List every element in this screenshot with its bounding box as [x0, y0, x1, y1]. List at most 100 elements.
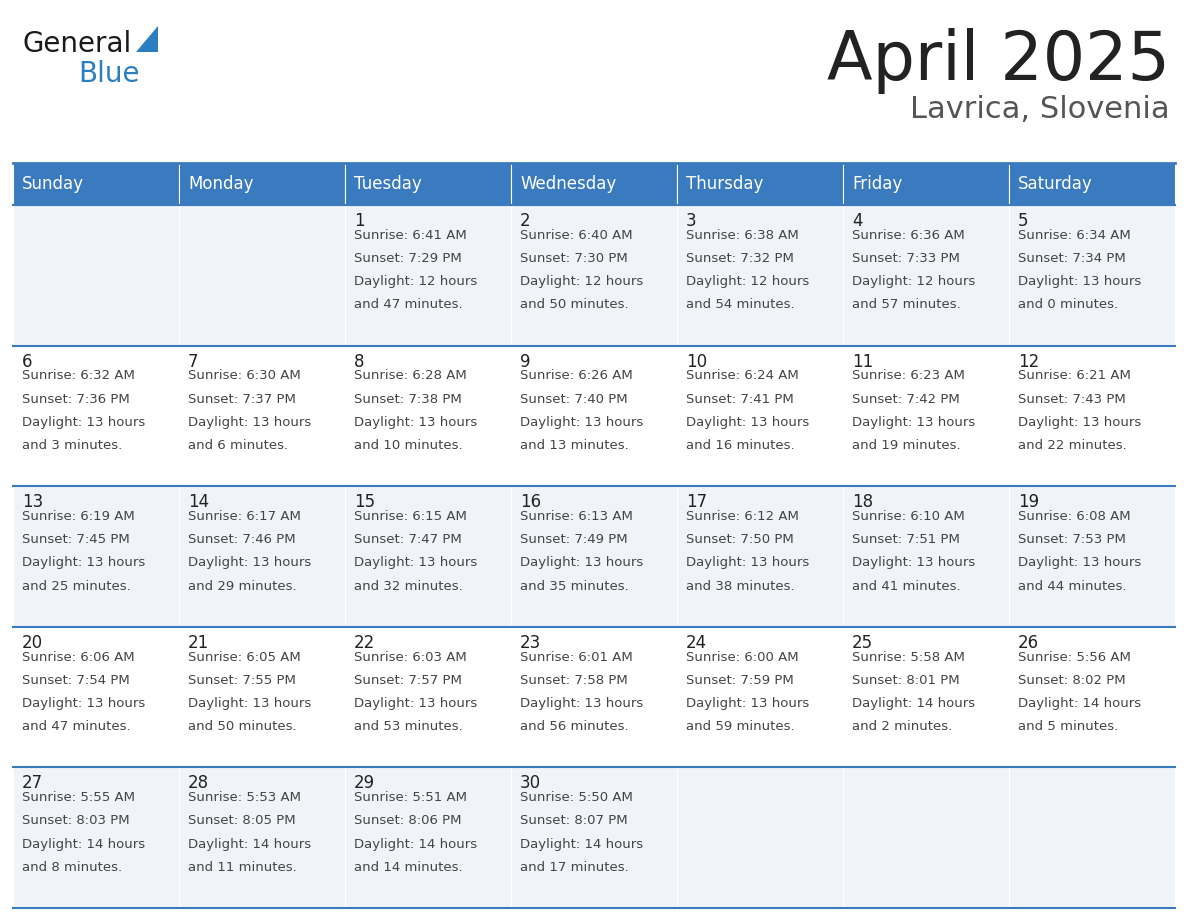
- Text: and 5 minutes.: and 5 minutes.: [1018, 721, 1118, 733]
- Text: Daylight: 13 hours: Daylight: 13 hours: [1018, 556, 1142, 569]
- Text: Daylight: 13 hours: Daylight: 13 hours: [852, 416, 975, 429]
- Text: Daylight: 13 hours: Daylight: 13 hours: [354, 416, 478, 429]
- Text: Daylight: 12 hours: Daylight: 12 hours: [520, 275, 643, 288]
- Text: 22: 22: [354, 633, 375, 652]
- Text: Monday: Monday: [188, 175, 253, 193]
- Text: and 13 minutes.: and 13 minutes.: [520, 439, 628, 452]
- Bar: [511, 767, 677, 908]
- Text: Sunrise: 6:34 AM: Sunrise: 6:34 AM: [1018, 229, 1131, 241]
- Text: Sunset: 7:53 PM: Sunset: 7:53 PM: [1018, 533, 1126, 546]
- Bar: [345, 487, 511, 627]
- Text: and 54 minutes.: and 54 minutes.: [685, 298, 795, 311]
- Bar: [13, 163, 179, 205]
- Text: Daylight: 14 hours: Daylight: 14 hours: [188, 837, 311, 851]
- Text: 27: 27: [23, 775, 43, 792]
- Text: and 16 minutes.: and 16 minutes.: [685, 439, 795, 452]
- Bar: [1009, 627, 1175, 767]
- Text: 20: 20: [23, 633, 43, 652]
- Bar: [1009, 487, 1175, 627]
- Bar: [179, 487, 345, 627]
- Bar: [843, 345, 1009, 487]
- Bar: [345, 345, 511, 487]
- Text: 17: 17: [685, 493, 707, 511]
- Text: Daylight: 13 hours: Daylight: 13 hours: [188, 697, 311, 710]
- Text: Sunset: 7:49 PM: Sunset: 7:49 PM: [520, 533, 627, 546]
- Text: Sunrise: 6:12 AM: Sunrise: 6:12 AM: [685, 510, 798, 523]
- Text: Sunrise: 6:32 AM: Sunrise: 6:32 AM: [23, 369, 135, 383]
- Text: and 41 minutes.: and 41 minutes.: [852, 579, 961, 593]
- Bar: [677, 163, 843, 205]
- Text: Daylight: 14 hours: Daylight: 14 hours: [852, 697, 975, 710]
- Text: Sunrise: 6:28 AM: Sunrise: 6:28 AM: [354, 369, 467, 383]
- Text: Daylight: 13 hours: Daylight: 13 hours: [23, 697, 145, 710]
- Bar: [179, 627, 345, 767]
- Text: 12: 12: [1018, 353, 1040, 371]
- Text: Friday: Friday: [852, 175, 902, 193]
- Text: Sunrise: 5:58 AM: Sunrise: 5:58 AM: [852, 651, 965, 664]
- Text: 8: 8: [354, 353, 365, 371]
- Text: and 44 minutes.: and 44 minutes.: [1018, 579, 1126, 593]
- Bar: [179, 767, 345, 908]
- Text: and 0 minutes.: and 0 minutes.: [1018, 298, 1118, 311]
- Bar: [13, 767, 179, 908]
- Text: Sunset: 7:40 PM: Sunset: 7:40 PM: [520, 393, 627, 406]
- Text: and 17 minutes.: and 17 minutes.: [520, 861, 628, 874]
- Text: Sunset: 8:07 PM: Sunset: 8:07 PM: [520, 814, 627, 827]
- Text: and 3 minutes.: and 3 minutes.: [23, 439, 122, 452]
- Bar: [511, 487, 677, 627]
- Bar: [1009, 163, 1175, 205]
- Text: Daylight: 13 hours: Daylight: 13 hours: [685, 416, 809, 429]
- Text: Daylight: 13 hours: Daylight: 13 hours: [1018, 275, 1142, 288]
- Text: and 29 minutes.: and 29 minutes.: [188, 579, 297, 593]
- Text: Sunset: 7:38 PM: Sunset: 7:38 PM: [354, 393, 462, 406]
- Bar: [1009, 767, 1175, 908]
- Text: Sunday: Sunday: [23, 175, 84, 193]
- Text: and 22 minutes.: and 22 minutes.: [1018, 439, 1126, 452]
- Text: 3: 3: [685, 212, 696, 230]
- Text: Daylight: 13 hours: Daylight: 13 hours: [852, 556, 975, 569]
- Text: Sunset: 8:01 PM: Sunset: 8:01 PM: [852, 674, 960, 687]
- Text: Sunset: 7:45 PM: Sunset: 7:45 PM: [23, 533, 129, 546]
- Text: Sunrise: 6:00 AM: Sunrise: 6:00 AM: [685, 651, 798, 664]
- Text: and 19 minutes.: and 19 minutes.: [852, 439, 961, 452]
- Text: Sunrise: 6:36 AM: Sunrise: 6:36 AM: [852, 229, 965, 241]
- Bar: [843, 767, 1009, 908]
- Text: 13: 13: [23, 493, 43, 511]
- Text: 18: 18: [852, 493, 873, 511]
- Bar: [1009, 345, 1175, 487]
- Text: Lavrica, Slovenia: Lavrica, Slovenia: [910, 95, 1170, 124]
- Text: Daylight: 13 hours: Daylight: 13 hours: [354, 556, 478, 569]
- Text: Sunrise: 6:17 AM: Sunrise: 6:17 AM: [188, 510, 301, 523]
- Bar: [677, 767, 843, 908]
- Bar: [345, 767, 511, 908]
- Text: Sunrise: 6:26 AM: Sunrise: 6:26 AM: [520, 369, 633, 383]
- Text: Daylight: 13 hours: Daylight: 13 hours: [520, 697, 643, 710]
- Bar: [843, 163, 1009, 205]
- Text: Sunset: 7:36 PM: Sunset: 7:36 PM: [23, 393, 129, 406]
- Text: Sunrise: 6:23 AM: Sunrise: 6:23 AM: [852, 369, 965, 383]
- Text: Daylight: 13 hours: Daylight: 13 hours: [188, 416, 311, 429]
- Text: Sunset: 7:50 PM: Sunset: 7:50 PM: [685, 533, 794, 546]
- Text: Sunset: 8:06 PM: Sunset: 8:06 PM: [354, 814, 461, 827]
- Text: Sunset: 8:02 PM: Sunset: 8:02 PM: [1018, 674, 1125, 687]
- Text: Sunrise: 6:19 AM: Sunrise: 6:19 AM: [23, 510, 134, 523]
- Text: Sunset: 7:54 PM: Sunset: 7:54 PM: [23, 674, 129, 687]
- Text: and 50 minutes.: and 50 minutes.: [188, 721, 297, 733]
- Bar: [677, 487, 843, 627]
- Bar: [179, 163, 345, 205]
- Text: and 47 minutes.: and 47 minutes.: [354, 298, 462, 311]
- Text: Blue: Blue: [78, 60, 139, 88]
- Text: 14: 14: [188, 493, 209, 511]
- Text: and 47 minutes.: and 47 minutes.: [23, 721, 131, 733]
- Text: and 56 minutes.: and 56 minutes.: [520, 721, 628, 733]
- Text: Sunrise: 6:05 AM: Sunrise: 6:05 AM: [188, 651, 301, 664]
- Bar: [13, 487, 179, 627]
- Text: Daylight: 13 hours: Daylight: 13 hours: [520, 416, 643, 429]
- Text: Sunrise: 6:15 AM: Sunrise: 6:15 AM: [354, 510, 467, 523]
- Text: and 6 minutes.: and 6 minutes.: [188, 439, 289, 452]
- Bar: [13, 205, 179, 345]
- Bar: [345, 627, 511, 767]
- Text: 16: 16: [520, 493, 541, 511]
- Bar: [677, 205, 843, 345]
- Text: Sunset: 7:37 PM: Sunset: 7:37 PM: [188, 393, 296, 406]
